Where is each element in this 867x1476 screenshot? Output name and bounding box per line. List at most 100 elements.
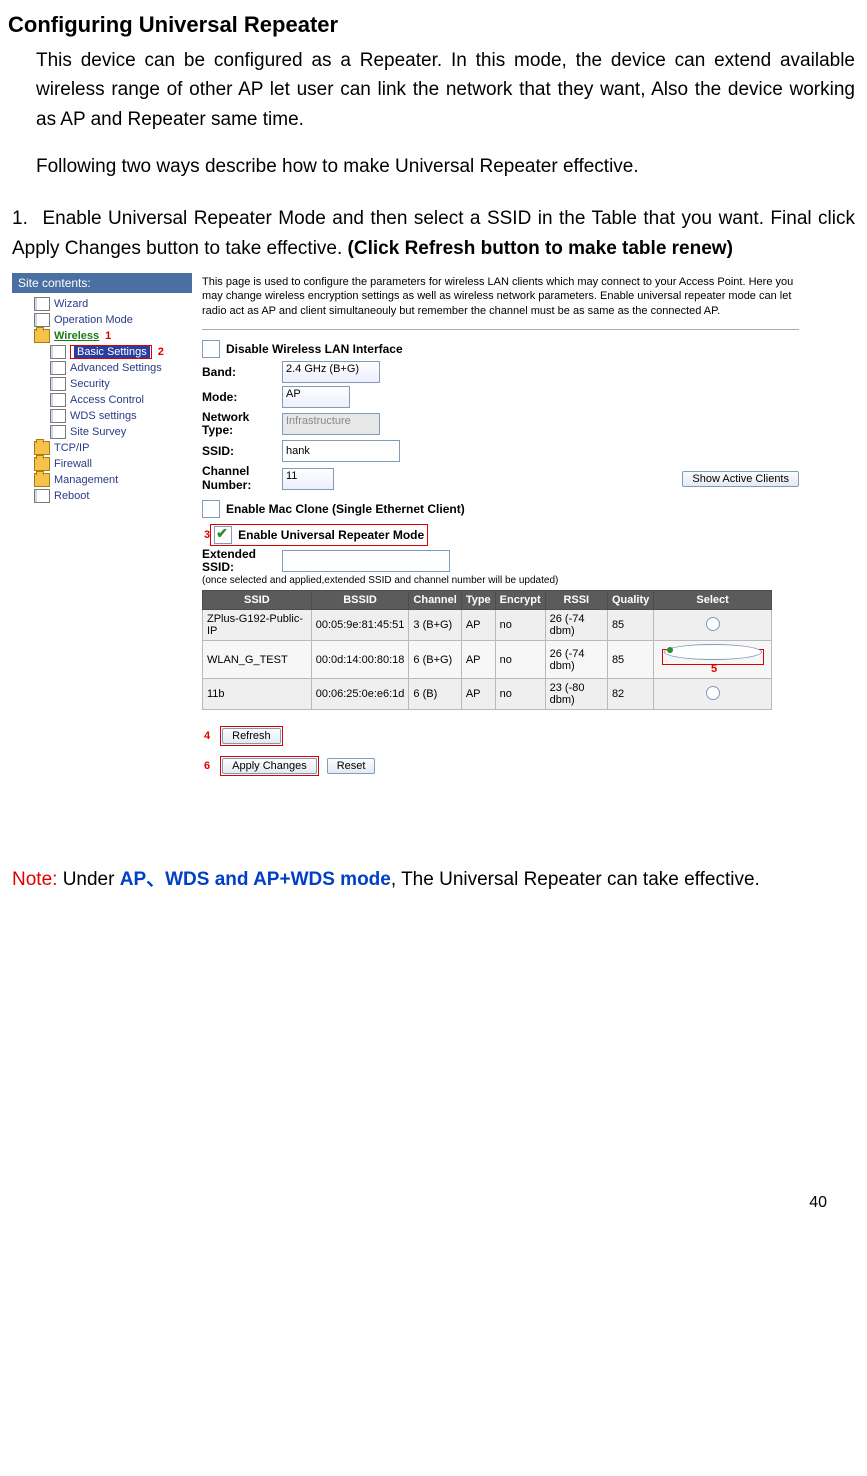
mode-select[interactable]: AP xyxy=(282,386,350,408)
nav-label: Site Survey xyxy=(70,426,126,438)
page-icon xyxy=(50,393,66,407)
cell-rssi: 26 (-74 dbm) xyxy=(545,610,607,641)
select-radio[interactable] xyxy=(706,686,720,700)
main-panel: This page is used to configure the param… xyxy=(192,271,807,859)
select-radio[interactable] xyxy=(706,617,720,631)
callout-6: 6 xyxy=(204,760,210,772)
cell-enc: no xyxy=(495,679,545,710)
col-ssid: SSID xyxy=(203,591,312,610)
nav-item-security[interactable]: Security xyxy=(18,376,190,392)
cell-bssid: 00:05:9e:81:45:51 xyxy=(311,610,409,641)
mode-label: Mode: xyxy=(202,390,282,404)
callout-2: 2 xyxy=(158,346,164,358)
ssid-input[interactable] xyxy=(282,440,400,462)
sidebar-title: Site contents: xyxy=(12,273,192,293)
nav-label: Firewall xyxy=(54,458,92,470)
router-screenshot: Site contents: Wizard Operation Mode Wirel… xyxy=(12,271,807,859)
table-row: WLAN_G_TEST00:0d:14:00:80:186 (B+G)APno2… xyxy=(203,641,772,679)
cell-enc: no xyxy=(495,610,545,641)
cell-ssid: 11b xyxy=(203,679,312,710)
col-quality: Quality xyxy=(607,591,653,610)
refresh-button[interactable]: Refresh xyxy=(222,728,281,744)
page-icon xyxy=(50,425,66,439)
cell-rssi: 23 (-80 dbm) xyxy=(545,679,607,710)
page-icon xyxy=(34,297,50,311)
nav-label: Access Control xyxy=(70,394,144,406)
disable-wlan-checkbox[interactable] xyxy=(202,340,220,358)
disable-wlan-label: Disable Wireless LAN Interface xyxy=(226,342,403,356)
step-number: 1. xyxy=(12,204,36,234)
note-prefix: Note: xyxy=(12,869,63,890)
extended-ssid-note: (once selected and applied,extended SSID… xyxy=(202,575,799,586)
col-select: Select xyxy=(654,591,772,610)
mac-clone-checkbox[interactable] xyxy=(202,500,220,518)
page-icon xyxy=(50,409,66,423)
nav-item-tcp-ip[interactable]: TCP/IP xyxy=(18,440,190,456)
cell-bssid: 00:0d:14:00:80:18 xyxy=(311,641,409,679)
nav-item-access-control[interactable]: Access Control xyxy=(18,392,190,408)
nav-item-basic-settings[interactable]: Basic Settings 2 xyxy=(18,344,190,360)
nav-label: Management xyxy=(54,474,118,486)
table-row: 11b00:06:25:0e:e6:1d6 (B)APno23 (-80 dbm… xyxy=(203,679,772,710)
cell-q: 82 xyxy=(607,679,653,710)
nav-item-advanced-settings[interactable]: Advanced Settings xyxy=(18,360,190,376)
nav-item-reboot[interactable]: Reboot xyxy=(18,488,190,504)
channel-label: Channel Number: xyxy=(202,465,282,491)
reset-button[interactable]: Reset xyxy=(327,758,376,774)
note-line: Note: Under AP、WDS and AP+WDS mode, The … xyxy=(12,865,855,894)
cell-select xyxy=(654,610,772,641)
apply-button-row: 6 Apply Changes Reset xyxy=(202,756,799,776)
step-1: 1. Enable Universal Repeater Mode and th… xyxy=(12,204,855,265)
refresh-button-row: 4 Refresh xyxy=(202,726,799,746)
cell-q: 85 xyxy=(607,610,653,641)
page-icon xyxy=(34,313,50,327)
separator xyxy=(202,329,799,330)
page-icon xyxy=(50,361,66,375)
band-label: Band: xyxy=(202,365,282,379)
col-bssid: BSSID xyxy=(311,591,409,610)
nav-item-wireless[interactable]: Wireless 1 xyxy=(18,328,190,344)
show-active-clients-button[interactable]: Show Active Clients xyxy=(682,471,799,487)
network-type-label: Network Type: xyxy=(202,411,282,437)
disable-wlan-row: Disable Wireless LAN Interface xyxy=(202,340,799,358)
callout-4: 4 xyxy=(204,730,210,742)
mac-clone-label: Enable Mac Clone (Single Ethernet Client… xyxy=(226,502,465,516)
cell-bssid: 00:06:25:0e:e6:1d xyxy=(311,679,409,710)
ssid-scan-table: SSIDBSSIDChannelTypeEncryptRSSIQualitySe… xyxy=(202,590,772,710)
cell-ch: 3 (B+G) xyxy=(409,610,461,641)
note-tail: , The Universal Repeater can take effect… xyxy=(391,869,760,890)
select-radio[interactable] xyxy=(664,644,762,660)
band-select[interactable]: 2.4 GHz (B+G) xyxy=(282,361,380,383)
nav-item-management[interactable]: Management xyxy=(18,472,190,488)
cell-rssi: 26 (-74 dbm) xyxy=(545,641,607,679)
sidebar: Site contents: Wizard Operation Mode Wirel… xyxy=(12,271,192,859)
ssid-label: SSID: xyxy=(202,444,282,458)
nav-label: Reboot xyxy=(54,490,89,502)
callout-1: 1 xyxy=(105,330,111,342)
network-type-select: Infrastructure xyxy=(282,413,380,435)
nav-item-firewall[interactable]: Firewall xyxy=(18,456,190,472)
nav-item-site-survey[interactable]: Site Survey xyxy=(18,424,190,440)
cell-ssid: ZPlus-G192-Public-IP xyxy=(203,610,312,641)
folder-icon xyxy=(34,457,50,471)
nav-label: Wireless xyxy=(54,330,99,342)
nav-tree: Wizard Operation Mode Wireless 1 Basic Setti… xyxy=(12,293,192,506)
apply-changes-button[interactable]: Apply Changes xyxy=(222,758,317,774)
nav-label: Advanced Settings xyxy=(70,362,162,374)
universal-repeater-checkbox[interactable] xyxy=(214,526,232,544)
extended-ssid-input[interactable] xyxy=(282,550,450,572)
table-row: ZPlus-G192-Public-IP00:05:9e:81:45:513 (… xyxy=(203,610,772,641)
cell-ssid: WLAN_G_TEST xyxy=(203,641,312,679)
note-blue: AP、WDS and AP+WDS mode xyxy=(120,869,391,890)
page-icon xyxy=(50,345,66,359)
nav-label: Security xyxy=(70,378,110,390)
channel-select[interactable]: 11 xyxy=(282,468,334,490)
nav-item-operation-mode[interactable]: Operation Mode xyxy=(18,312,190,328)
nav-item-wds-settings[interactable]: WDS settings xyxy=(18,408,190,424)
col-rssi: RSSI xyxy=(545,591,607,610)
folder-icon xyxy=(34,441,50,455)
nav-label: Operation Mode xyxy=(54,314,133,326)
nav-label: Basic Settings xyxy=(70,346,152,358)
page-icon xyxy=(50,377,66,391)
nav-item-wizard[interactable]: Wizard xyxy=(18,296,190,312)
